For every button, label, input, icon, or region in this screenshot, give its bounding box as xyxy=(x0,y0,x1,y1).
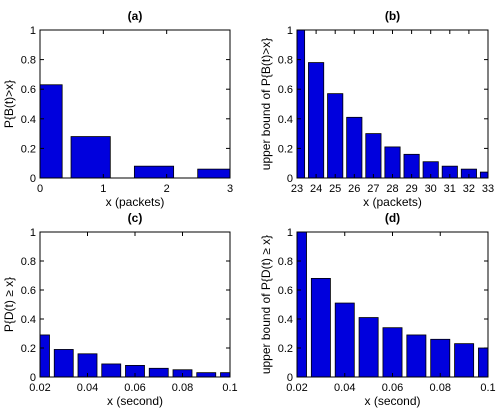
bar xyxy=(478,347,489,378)
panel-title: (d) xyxy=(385,211,400,225)
bar xyxy=(384,146,401,179)
x-tick-label: 29 xyxy=(405,183,417,195)
x-tick-label: 27 xyxy=(367,183,379,195)
y-tick-label: 0.4 xyxy=(278,114,293,126)
panel-4: 0 0.2 0.4 0.6 0.8 1 0.02 0.04 0.06 0.08 0.1 (d) x (s… xyxy=(259,211,496,408)
bar xyxy=(406,334,427,378)
panel-title: (a) xyxy=(128,9,143,23)
y-tick-label: 0.6 xyxy=(278,285,293,297)
x-tick-label: 30 xyxy=(425,183,437,195)
x-tick-label: 0.02 xyxy=(29,382,50,394)
bar xyxy=(39,334,50,378)
y-tick-label: 0.2 xyxy=(21,143,36,155)
bar xyxy=(148,367,169,378)
x-tick-label: 0 xyxy=(37,183,43,195)
bar xyxy=(327,93,344,179)
bar xyxy=(296,231,307,378)
y-tick-label: 0.2 xyxy=(21,343,36,355)
bar xyxy=(101,363,122,378)
bar xyxy=(133,165,175,179)
bar xyxy=(53,349,74,378)
x-tick-label: 0.08 xyxy=(172,382,193,394)
y-tick-label: 0.4 xyxy=(21,114,36,126)
y-tick-label: 0.8 xyxy=(21,55,36,67)
bar xyxy=(70,136,111,179)
y-tick-label: 0.4 xyxy=(278,314,293,326)
y-axis-label: upper bound of P{B(t)>x} xyxy=(259,38,273,170)
y-tick-label: 0.2 xyxy=(278,343,293,355)
y-tick-label: 1 xyxy=(287,25,293,37)
y-tick-label: 0 xyxy=(30,173,36,185)
x-tick-label: 33 xyxy=(482,183,494,195)
y-tick-label: 0.8 xyxy=(278,55,293,67)
x-axis-label: x (packets) xyxy=(106,195,165,209)
x-tick-label: 1 xyxy=(100,183,106,195)
x-tick-label: 31 xyxy=(444,183,456,195)
bar xyxy=(197,168,231,179)
y-tick-label: 0.6 xyxy=(278,84,293,96)
x-tick-label: 26 xyxy=(348,183,360,195)
bar xyxy=(39,84,63,179)
y-axis-label: P{B(t)>x} xyxy=(2,80,16,128)
x-tick-label: 0.04 xyxy=(77,382,98,394)
x-tick-label: 3 xyxy=(227,183,233,195)
x-tick-label: 24 xyxy=(310,183,322,195)
bar xyxy=(196,372,217,378)
y-tick-label: 1 xyxy=(287,227,293,239)
bar xyxy=(220,372,231,378)
x-tick-label: 32 xyxy=(463,183,475,195)
x-axis-label: x (packets) xyxy=(363,195,422,209)
y-tick-label: 0 xyxy=(30,372,36,384)
bar xyxy=(479,171,489,179)
x-axis-label: x (second) xyxy=(107,394,163,408)
panel-1: 0 0.2 0.4 0.6 0.8 1 0 1 2 3 (a) x (packets) P{B(t)>x… xyxy=(2,9,233,209)
panel-title: (c) xyxy=(128,211,143,225)
x-tick-label: 0.1 xyxy=(222,382,237,394)
y-axis-label: upper bound of P{D(t) ≥ x} xyxy=(259,235,273,374)
bar xyxy=(430,338,451,378)
x-tick-label: 0.04 xyxy=(334,382,355,394)
x-tick-label: 0.08 xyxy=(430,382,451,394)
y-axis-label: P{D(t) ≥ x} xyxy=(2,277,16,332)
axes-box xyxy=(39,29,231,179)
y-tick-label: 0.4 xyxy=(21,314,36,326)
y-tick-label: 0.6 xyxy=(21,285,36,297)
bar xyxy=(334,302,355,378)
bar xyxy=(310,277,331,378)
y-tick-label: 0.6 xyxy=(21,84,36,96)
x-tick-label: 0.06 xyxy=(382,382,403,394)
y-tick-label: 1 xyxy=(30,227,36,239)
x-tick-label: 0.1 xyxy=(480,382,495,394)
bar xyxy=(382,327,403,378)
bar xyxy=(296,29,306,179)
x-tick-label: 25 xyxy=(329,183,341,195)
panel-3: 0 0.2 0.4 0.6 0.8 1 0.02 0.04 0.06 0.08 0.1 (c) x (s… xyxy=(2,211,238,408)
x-tick-label: 0.06 xyxy=(124,382,145,394)
panel-title: (b) xyxy=(385,9,400,23)
x-axis-label: x (second) xyxy=(364,394,420,408)
x-tick-label: 2 xyxy=(164,183,170,195)
panel-2: 0 0.2 0.4 0.6 0.8 1 23 24 25 26 27 28 29 30 31 32 33 (b) x… xyxy=(259,9,494,209)
y-tick-label: 0.2 xyxy=(278,143,293,155)
y-tick-label: 0.8 xyxy=(278,256,293,268)
bar xyxy=(308,62,325,179)
x-tick-label: 28 xyxy=(386,183,398,195)
y-tick-label: 0 xyxy=(287,173,293,185)
x-tick-label: 0.02 xyxy=(286,382,307,394)
y-tick-label: 0.8 xyxy=(21,256,36,268)
y-tick-label: 0 xyxy=(287,372,293,384)
bar xyxy=(358,317,379,378)
y-tick-label: 1 xyxy=(30,25,36,37)
bar xyxy=(454,343,475,378)
bar xyxy=(365,133,382,179)
bar xyxy=(346,116,363,179)
x-tick-label: 23 xyxy=(291,183,303,195)
